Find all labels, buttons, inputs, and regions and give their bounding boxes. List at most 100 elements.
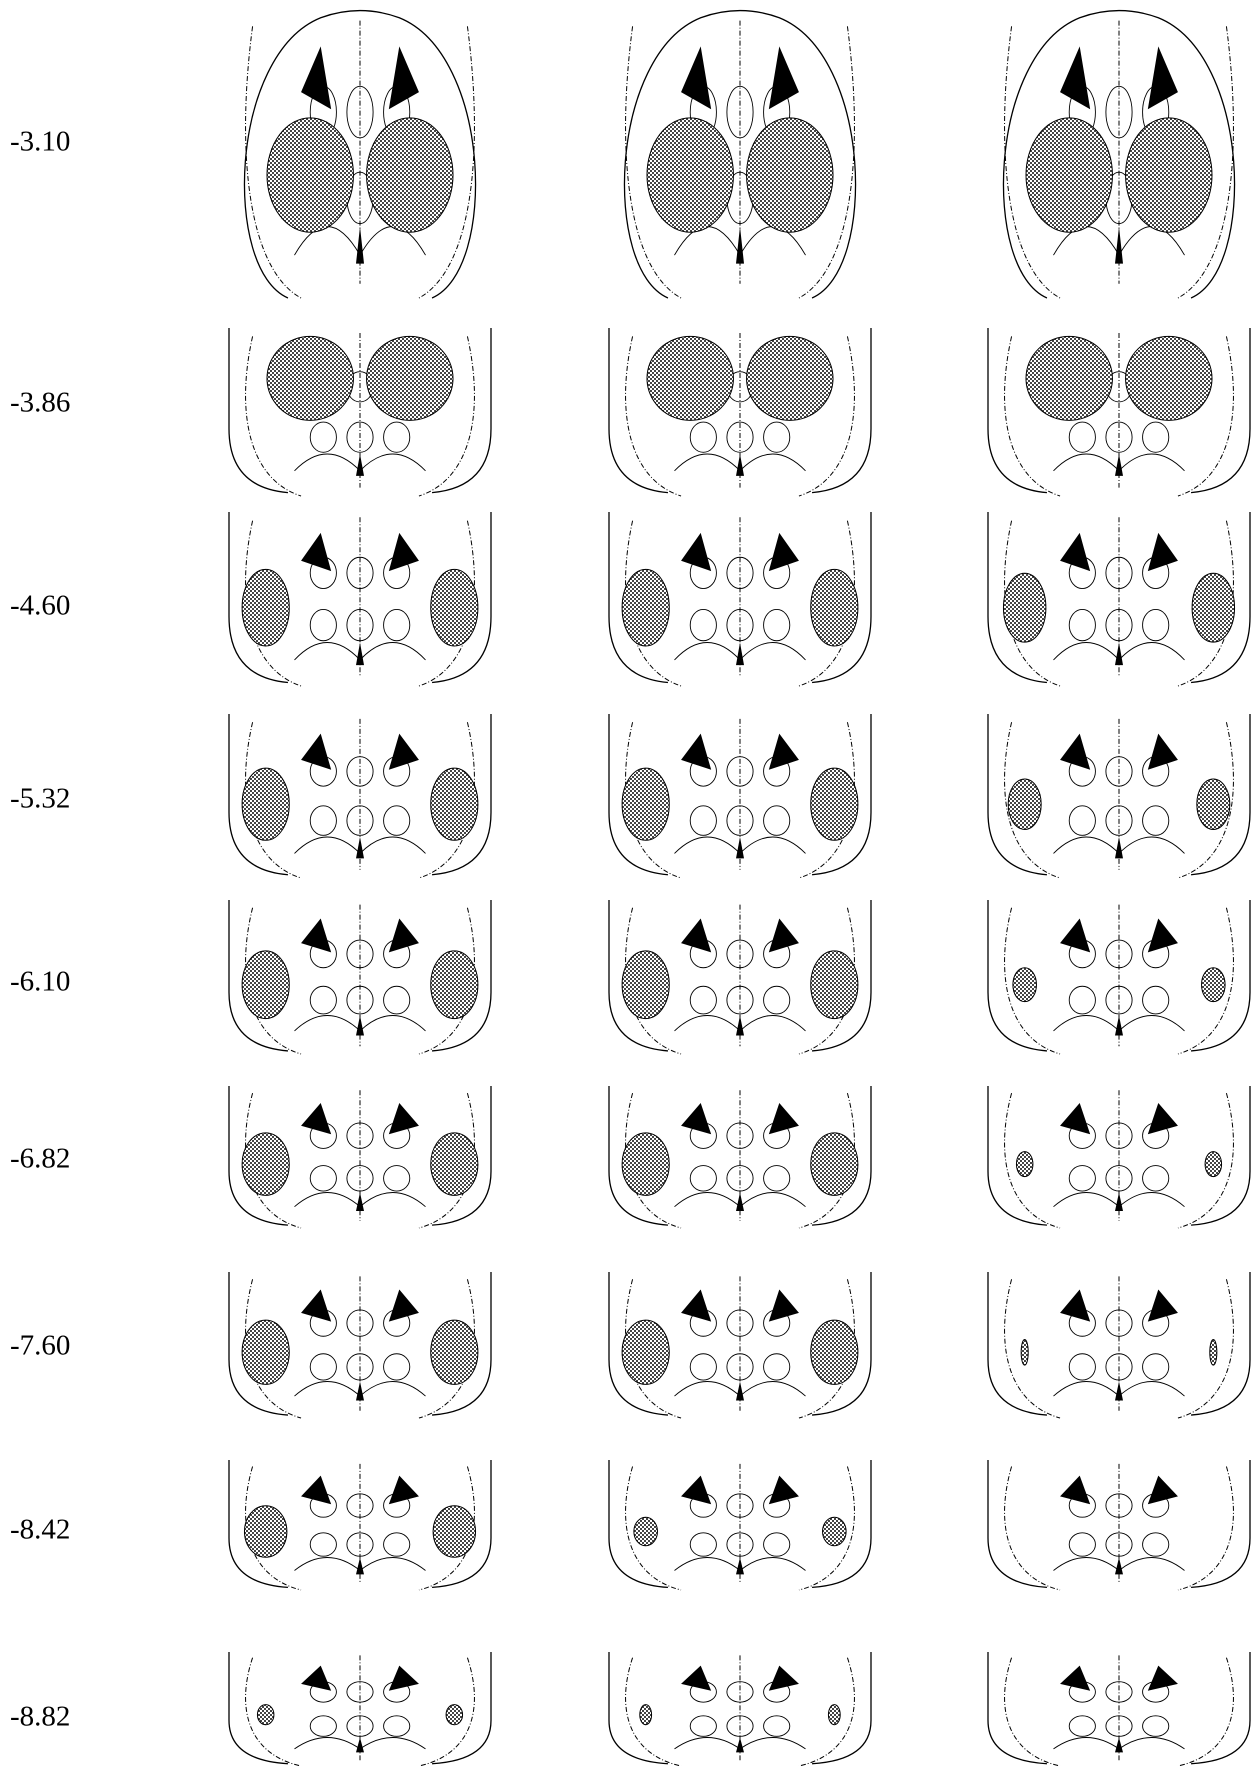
lesion [622,1133,669,1195]
brain-section [229,1460,491,1590]
structure [727,940,753,968]
structure [1069,422,1095,452]
lesion [1197,779,1230,830]
lesion [1013,968,1037,1002]
lesion [811,1320,858,1384]
brain-section [988,1086,1250,1228]
lesion [242,1133,289,1195]
structure [1106,940,1132,968]
brain-section [229,900,491,1054]
structure [690,609,716,640]
structure [1143,1533,1169,1556]
structure [310,986,336,1014]
ventricle [301,1290,419,1401]
brain-section [229,1272,491,1418]
page: {"sections": [ {"label": "-3.10"}, {"lab… [0,0,1258,1766]
structure [310,1166,336,1192]
lesion [622,951,669,1019]
lesion [446,1705,463,1725]
structure [384,1716,410,1737]
brain-section [609,1652,871,1766]
structure [690,1533,716,1556]
lesion [242,951,289,1019]
lesion [431,951,478,1019]
structure [384,422,410,452]
lesion [244,1506,286,1557]
structure [690,986,716,1014]
brain-section [229,512,491,686]
brain-section [988,1460,1250,1590]
lesion [622,569,669,646]
brain-section [1003,11,1234,298]
structure [347,940,373,968]
ventricle [301,1103,419,1211]
structure [764,1354,790,1380]
structure [727,1166,753,1192]
lesion [1205,1152,1222,1177]
brain-section [609,512,871,686]
brain-section [229,1086,491,1228]
structure [1106,1166,1132,1192]
lesion [622,1320,669,1384]
structure [764,1166,790,1192]
section-row: -6.10 [10,900,1250,1054]
lesion [1202,968,1226,1002]
structure [384,1354,410,1380]
structure [1069,1716,1095,1737]
structure [764,986,790,1014]
lesion [242,1320,289,1384]
structure [764,422,790,452]
lesion [622,768,669,840]
section-row: -4.60 [10,512,1250,686]
brain-section [609,900,871,1054]
lesion [1192,573,1234,642]
structure [1143,806,1169,836]
lesion [1126,118,1212,232]
section-row: -3.86 [10,328,1250,496]
figure: -3.10-3.86-4.60-5.32-6.10-6.82-7.60-8.42… [0,0,1258,1766]
section-row: -5.32 [10,714,1250,878]
structure [764,1716,790,1737]
structure [690,422,716,452]
lesion [747,336,833,420]
structure [310,422,336,452]
lesion [828,1705,840,1725]
brain-section [609,1460,871,1590]
structure [1143,1166,1169,1192]
section-label: -6.82 [10,1143,70,1175]
structure [690,806,716,836]
lesion [431,569,478,646]
structure [310,1533,336,1556]
lesion [1126,336,1212,420]
brain-section [609,1272,871,1418]
lesion [242,768,289,840]
structure [1069,806,1095,836]
structure [1143,422,1169,452]
section-label: -5.32 [10,783,70,815]
lesion [431,1133,478,1195]
structure [310,1354,336,1380]
lesion [811,951,858,1019]
section-row: -7.60 [10,1272,1250,1418]
lesion [1026,336,1112,420]
structure [1069,1533,1095,1556]
lesion [267,336,353,420]
structure [1069,1166,1095,1192]
lesion [1016,1152,1033,1177]
lesion [367,118,453,232]
lesion [1003,573,1045,642]
brain-section [624,11,855,298]
lesion [811,768,858,840]
section-label: -3.10 [10,126,70,158]
section-label: -4.60 [10,590,70,622]
brain-section [988,1272,1250,1418]
brain-section [609,328,871,496]
structure [310,609,336,640]
structure [384,1533,410,1556]
lesion [747,118,833,232]
lesion [257,1705,274,1725]
brain-section [244,11,475,298]
lesion [1026,118,1112,232]
brain-section [988,714,1250,878]
section-label: -6.10 [10,966,70,998]
